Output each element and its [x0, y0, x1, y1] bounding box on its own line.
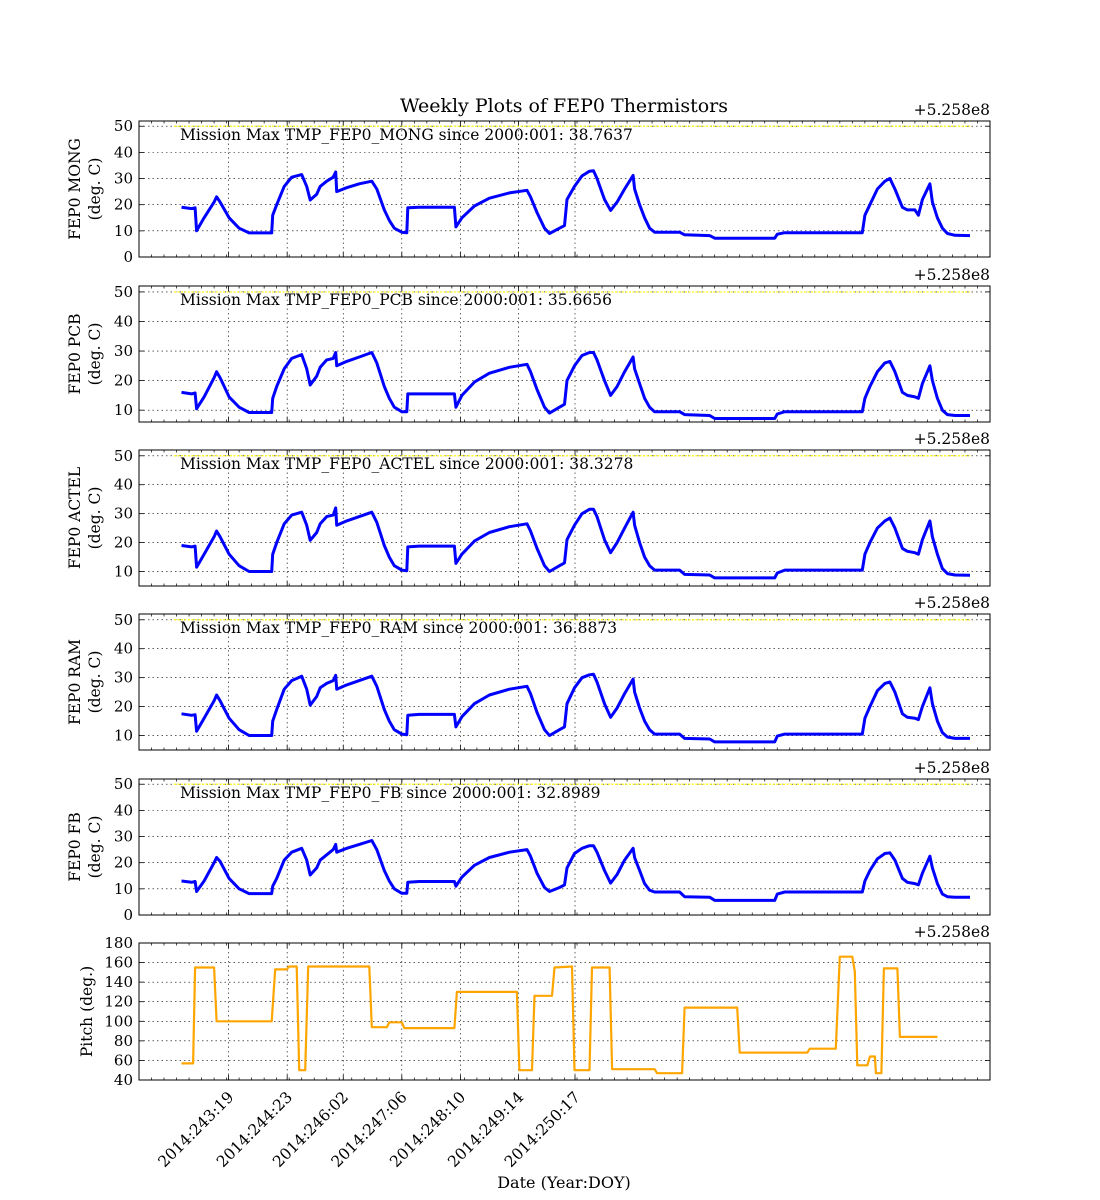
y-axis-label: Pitch (deg.)	[78, 966, 96, 1057]
y-tick-label: 40	[114, 1071, 133, 1089]
mission-max-annotation: Mission Max TMP_FEP0_RAM since 2000:001:…	[180, 619, 617, 637]
y-tick-label: 40	[114, 312, 133, 330]
x-offset-label: +5.258e8	[914, 594, 990, 612]
x-offset-label: +5.258e8	[914, 923, 990, 941]
y-tick-label: 20	[114, 196, 133, 214]
y-tick-label: 80	[114, 1032, 133, 1050]
y-tick-label: 30	[114, 342, 133, 360]
temperature-series-line	[181, 672, 970, 744]
y-tick-label: 10	[114, 727, 133, 745]
temperature-series-line	[181, 506, 971, 580]
y-tick-label: 100	[104, 1012, 133, 1030]
y-axis-unit-label: (deg. C)	[86, 158, 104, 221]
panel-1: 0 10 20 30 40 50 Mission Max TMP_FEP0_MONG sin…	[66, 101, 991, 266]
panels: 0 10 20 30 40 50 Mission Max TMP_FEP0_MONG sin…	[66, 101, 991, 1171]
y-tick-label: 10	[114, 222, 133, 240]
mission-max-annotation: Mission Max TMP_FEP0_ACTEL since 2000:00…	[180, 455, 633, 473]
y-axis-unit-label: (deg. C)	[86, 323, 104, 386]
panel-3: 10 20 30 40 50 Mission Max TMP_FEP0_ACTEL sin…	[66, 430, 991, 587]
y-tick-label: 0	[123, 248, 133, 266]
y-axis-label: FEP0 RAM	[66, 639, 84, 725]
chart-title: Weekly Plots of FEP0 Thermistors	[400, 95, 728, 117]
pitch-series-line	[181, 955, 938, 1075]
plot-frame	[138, 613, 991, 751]
y-tick-label: 20	[114, 698, 133, 716]
y-tick-label: 120	[104, 993, 133, 1011]
y-tick-label: 140	[104, 973, 133, 991]
plot-frame	[138, 942, 991, 1081]
y-tick-label: 180	[104, 934, 133, 952]
plot-frame	[138, 449, 991, 587]
panel-2: 10 20 30 40 50 Mission Max TMP_FEP0_PCB since…	[66, 266, 991, 423]
y-tick-label: 50	[114, 775, 133, 793]
panel-5: 0 10 20 30 40 50 Mission Max TMP_FEP0_FB since…	[66, 759, 991, 924]
x-axis-label: Date (Year:DOY)	[497, 1173, 631, 1192]
y-axis-unit-label: (deg. C)	[86, 816, 104, 879]
x-offset-label: +5.258e8	[914, 759, 990, 777]
y-axis-label: FEP0 MONG	[66, 138, 84, 240]
panel-4: 10 20 30 40 50 Mission Max TMP_FEP0_RAM since…	[66, 594, 991, 751]
y-tick-label: 10	[114, 880, 133, 898]
mission-max-annotation: Mission Max TMP_FEP0_PCB since 2000:001:…	[180, 291, 612, 309]
y-axis-unit-label: (deg. C)	[86, 651, 104, 714]
y-tick-label: 20	[114, 372, 133, 390]
temperature-series-line	[181, 839, 970, 902]
y-tick-label: 50	[114, 283, 133, 301]
y-tick-label: 40	[114, 640, 133, 658]
y-tick-label: 50	[114, 117, 133, 135]
temperature-series-line	[181, 169, 971, 240]
x-offset-label: +5.258e8	[914, 101, 990, 119]
y-tick-label: 40	[114, 143, 133, 161]
x-offset-label: +5.258e8	[914, 430, 990, 448]
y-tick-label: 20	[114, 534, 133, 552]
x-offset-label: +5.258e8	[914, 266, 990, 284]
y-tick-label: 40	[114, 801, 133, 819]
y-tick-label: 0	[123, 906, 133, 924]
y-tick-label: 10	[114, 563, 133, 581]
y-tick-label: 20	[114, 854, 133, 872]
y-tick-label: 30	[114, 170, 133, 188]
y-tick-label: 40	[114, 476, 133, 494]
y-axis-label: FEP0 PCB	[66, 314, 84, 395]
y-tick-label: 30	[114, 828, 133, 846]
y-tick-label: 50	[114, 611, 133, 629]
plot-frame	[138, 778, 991, 916]
y-tick-label: 160	[104, 954, 133, 972]
y-tick-label: 30	[114, 669, 133, 687]
temperature-series-line	[181, 351, 970, 420]
mission-max-annotation: Mission Max TMP_FEP0_FB since 2000:001: …	[180, 784, 600, 802]
y-axis-label: FEP0 ACTEL	[66, 467, 84, 569]
plot-frame	[138, 120, 991, 258]
mission-max-annotation: Mission Max TMP_FEP0_MONG since 2000:001…	[180, 126, 633, 144]
y-tick-label: 10	[114, 401, 133, 419]
y-axis-label: FEP0 FB	[66, 812, 84, 881]
y-tick-label: 60	[114, 1051, 133, 1069]
plot-frame	[138, 285, 991, 423]
y-tick-label: 30	[114, 505, 133, 523]
y-tick-label: 50	[114, 447, 133, 465]
y-axis-unit-label: (deg. C)	[86, 487, 104, 550]
